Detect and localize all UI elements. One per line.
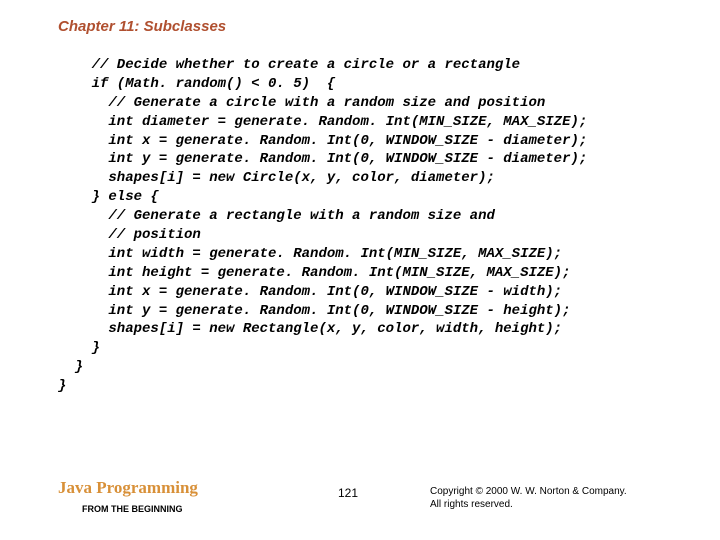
copyright: Copyright © 2000 W. W. Norton & Company.… [430,485,627,511]
copyright-line2: All rights reserved. [430,498,627,511]
footer-title: Java Programming [58,478,198,498]
chapter-title: Chapter 11: Subclasses [58,18,226,35]
page-number: 121 [338,486,358,500]
code-block: // Decide whether to create a circle or … [58,56,587,396]
copyright-line1: Copyright © 2000 W. W. Norton & Company. [430,485,627,498]
footer-subtitle: FROM THE BEGINNING [82,504,183,514]
